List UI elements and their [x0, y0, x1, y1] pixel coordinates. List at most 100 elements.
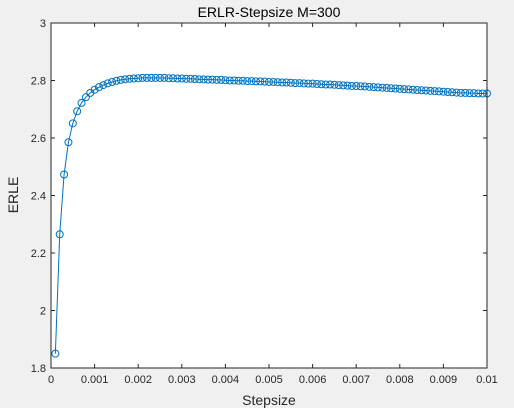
y-tick-label: 2.4	[31, 191, 46, 203]
data-point-marker	[73, 107, 82, 116]
data-point-marker	[295, 79, 304, 88]
data-point-marker	[400, 85, 409, 94]
x-tick-label: 0.002	[124, 374, 152, 386]
chart-title: ERLR-Stepsize M=300	[198, 4, 341, 20]
data-point-marker	[343, 81, 352, 90]
data-point-marker	[435, 87, 444, 96]
data-point-marker	[469, 89, 478, 98]
axes-layer	[50, 22, 488, 369]
data-point-marker	[138, 73, 147, 82]
x-tick-label: 0.005	[255, 374, 283, 386]
data-point-marker	[461, 88, 470, 97]
tick-label-layer: 0 0.001 0.002 0.003 0.004 0.005 0.006 0.007 0.00…	[31, 18, 498, 386]
data-point-marker	[230, 76, 239, 85]
data-point-marker	[378, 83, 387, 92]
data-point-marker	[147, 73, 156, 82]
data-point-marker	[247, 77, 256, 86]
data-point-marker	[356, 82, 365, 91]
data-point-marker	[112, 76, 121, 85]
data-point-marker	[203, 75, 212, 84]
data-point-marker	[81, 93, 90, 102]
data-point-marker	[417, 86, 426, 95]
data-point-marker	[421, 86, 430, 95]
data-point-marker	[177, 74, 186, 83]
data-point-marker	[129, 74, 138, 83]
data-point-marker	[465, 89, 474, 98]
data-point-marker	[334, 81, 343, 90]
data-point-marker	[55, 230, 64, 239]
data-point-marker	[365, 82, 374, 91]
data-point-marker	[90, 85, 99, 94]
data-point-marker	[142, 73, 151, 82]
data-point-marker	[291, 79, 300, 88]
data-point-marker	[456, 88, 465, 97]
data-point-marker	[103, 79, 112, 88]
x-axis-label: Stepsize	[242, 392, 296, 408]
data-point-marker	[68, 119, 77, 128]
data-point-marker	[121, 75, 130, 84]
data-point-marker	[387, 84, 396, 93]
data-point-marker	[448, 88, 457, 97]
y-tick-label: 2.2	[31, 248, 46, 260]
data-point-marker	[360, 82, 369, 91]
series-line	[54, 77, 487, 354]
x-tick-label: 0.003	[168, 374, 196, 386]
data-point-marker	[64, 138, 73, 147]
data-point-marker	[212, 75, 221, 84]
data-point-marker	[286, 78, 295, 87]
data-point-marker	[308, 79, 317, 88]
y-tick-label: 2.8	[31, 76, 46, 88]
data-point-marker	[299, 79, 308, 88]
data-point-marker	[256, 77, 265, 86]
data-point-marker	[173, 74, 182, 83]
data-point-marker	[352, 81, 361, 90]
x-tick-label: 0.01	[476, 374, 497, 386]
data-point-marker	[321, 80, 330, 89]
data-point-marker	[125, 74, 134, 83]
data-point-marker	[251, 77, 260, 86]
x-tick-label: 0	[48, 374, 54, 386]
y-axis-label: ERLE	[5, 177, 21, 214]
data-point-marker	[339, 81, 348, 90]
x-tick-label: 0.006	[299, 374, 327, 386]
data-point-marker	[195, 75, 204, 84]
x-tick-label: 0.008	[386, 374, 414, 386]
data-point-marker	[478, 89, 487, 98]
data-point-marker	[404, 85, 413, 94]
data-point-marker	[391, 84, 400, 93]
data-point-marker	[374, 83, 382, 92]
data-point-marker	[304, 79, 313, 88]
data-point-marker	[182, 74, 191, 83]
data-point-marker	[221, 76, 230, 85]
data-point-marker	[60, 170, 69, 179]
data-point-marker	[382, 83, 391, 92]
data-point-marker	[330, 80, 339, 89]
x-tick-label: 0.004	[212, 374, 240, 386]
data-point-marker	[282, 78, 291, 87]
data-point-marker	[426, 86, 435, 95]
data-point-marker	[99, 81, 108, 90]
x-tick-label: 0.009	[430, 374, 458, 386]
data-point-marker	[312, 79, 321, 88]
data-point-marker	[51, 349, 60, 358]
data-point-marker	[190, 75, 199, 84]
data-point-marker	[273, 78, 282, 87]
data-point-marker	[238, 76, 247, 85]
data-point-marker	[369, 83, 378, 92]
y-tick-label: 1.8	[31, 363, 46, 375]
data-point-marker	[234, 76, 243, 85]
data-point-marker	[156, 73, 164, 82]
data-point-marker	[439, 87, 448, 96]
data-point-marker	[474, 89, 483, 98]
data-point-marker	[317, 80, 326, 89]
data-point-marker	[443, 88, 452, 96]
y-tick-label: 2	[40, 306, 46, 318]
data-point-marker	[225, 76, 234, 85]
data-point-marker	[278, 78, 287, 87]
data-point-marker	[134, 74, 143, 83]
y-tick-label: 3	[40, 18, 46, 30]
data-point-marker	[408, 85, 417, 94]
data-point-marker	[160, 73, 169, 82]
data-point-marker	[430, 87, 439, 96]
